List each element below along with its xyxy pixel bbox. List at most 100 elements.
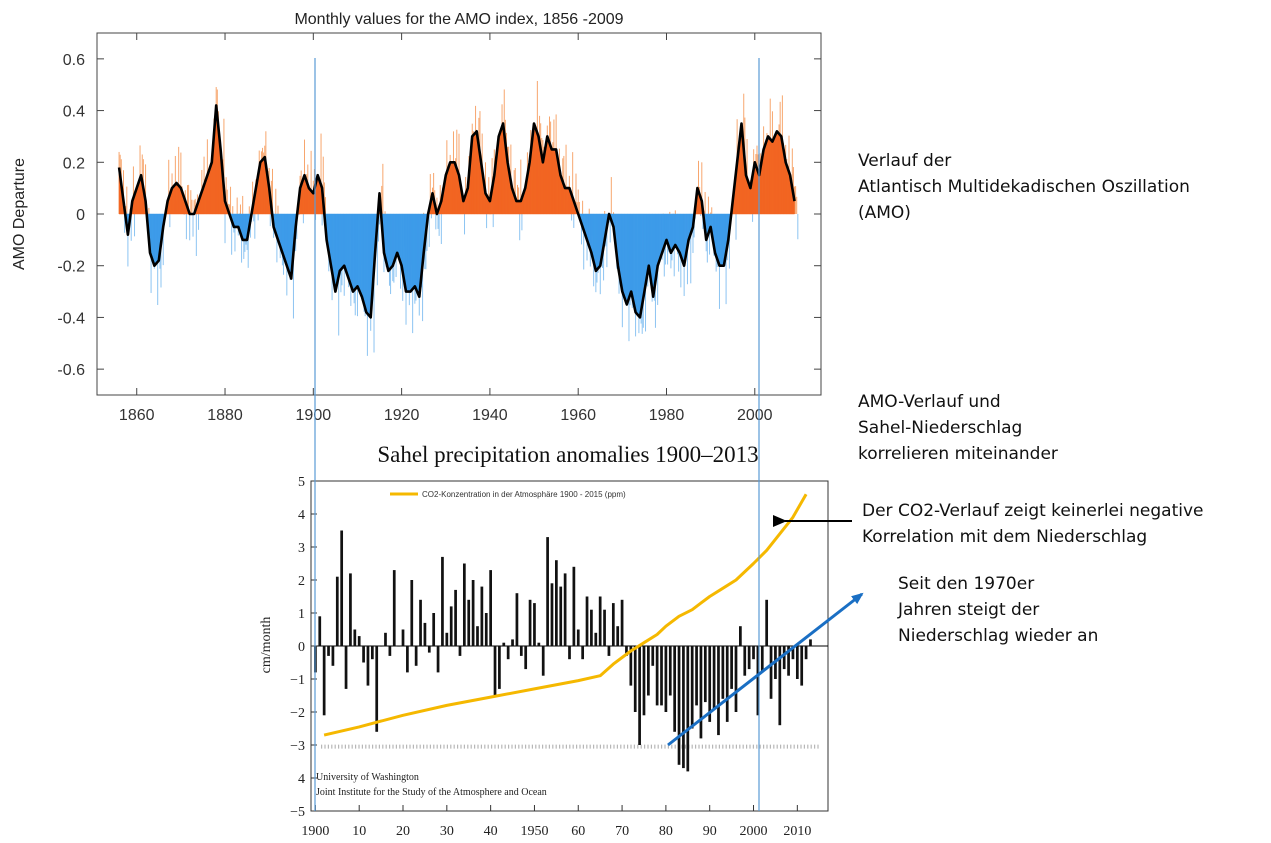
sahel-bar xyxy=(682,646,685,769)
sahel-bar xyxy=(335,576,339,646)
sahel-bar xyxy=(555,560,558,646)
sahel-bar xyxy=(563,573,567,646)
sahel-bar xyxy=(484,613,488,646)
sahel-bar xyxy=(322,646,326,716)
sahel-bar xyxy=(668,646,672,696)
sahel-bar xyxy=(384,632,387,646)
amo-annotation: Verlauf der Atlantisch Multidekadischen … xyxy=(858,151,1190,223)
amo-y-axis-label: AMO Departure xyxy=(11,158,28,270)
amo-y-tick-label: 0.2 xyxy=(63,155,85,172)
sahel-bar xyxy=(366,646,370,686)
sahel-bar xyxy=(344,646,348,689)
sahel-bar xyxy=(449,606,453,646)
amo-x-tick-label: 1960 xyxy=(560,407,596,424)
sahel-y-tick-label: 4 xyxy=(298,772,305,787)
sahel-bar xyxy=(370,646,374,660)
sahel-bar xyxy=(804,646,808,660)
sahel-bar xyxy=(616,626,620,646)
sahel-bar xyxy=(458,646,462,656)
sahel-bar xyxy=(576,629,580,646)
sahel-bar xyxy=(357,636,361,646)
sahel-bar xyxy=(598,596,602,646)
sahel-bar xyxy=(423,622,427,646)
sahel-bar xyxy=(611,603,615,646)
sahel-bar xyxy=(760,646,764,673)
sahel-bar xyxy=(502,642,506,646)
sahel-bar xyxy=(327,646,330,656)
amo-y-tick-label: -0.4 xyxy=(57,310,85,327)
sahel-y-tick-label: −2 xyxy=(290,706,305,721)
sahel-bar xyxy=(747,646,751,670)
sahel-bar xyxy=(410,580,414,646)
sahel-x-tick-label: 2000 xyxy=(740,824,768,839)
sahel-bar xyxy=(699,646,703,739)
sahel-bar xyxy=(603,609,606,646)
sahel-bar xyxy=(717,646,720,736)
sahel-bar xyxy=(712,646,716,709)
sahel-y-tick-label: 2 xyxy=(298,574,305,589)
sahel-x-tick-label: 90 xyxy=(703,824,717,839)
source-line-1: University of Washington xyxy=(316,772,419,783)
sahel-bar xyxy=(480,586,484,646)
sahel-bar xyxy=(730,646,733,689)
sahel-bar xyxy=(353,629,357,646)
amo-chart: Monthly values for the AMO index, 1856 -… xyxy=(11,11,822,424)
rise-trend-arrow xyxy=(667,592,864,747)
sahel-bar xyxy=(629,646,633,686)
sahel-bar xyxy=(607,646,611,656)
sahel-bar xyxy=(436,646,440,673)
sahel-bar xyxy=(476,626,479,646)
sahel-bar xyxy=(432,613,436,646)
sahel-bar xyxy=(340,530,344,646)
sahel-bar xyxy=(690,646,694,729)
sahel-x-tick-label: 70 xyxy=(615,824,629,839)
co2-annotation: Der CO2-Verlauf zeigt keinerlei negative… xyxy=(862,501,1204,547)
amo-y-tick-label: 0.4 xyxy=(63,104,85,121)
sahel-bar xyxy=(419,599,422,646)
sahel-y-tick-label: 3 xyxy=(298,541,305,556)
sahel-bar xyxy=(568,646,571,660)
sahel-bar xyxy=(809,639,812,646)
sahel-bar xyxy=(401,629,405,646)
sahel-bar xyxy=(454,589,457,646)
sahel-bar xyxy=(331,646,335,666)
sahel-bar xyxy=(511,639,514,646)
amo-x-tick-label: 1920 xyxy=(384,407,420,424)
sahel-bar xyxy=(388,646,392,656)
sahel-bar xyxy=(524,646,528,670)
amo-y-tick-label: 0 xyxy=(76,207,85,224)
sahel-bar xyxy=(756,646,760,716)
sahel-bar xyxy=(471,580,475,646)
sahel-bar xyxy=(414,646,418,666)
amo-smoothed-line xyxy=(117,104,796,319)
sahel-bar xyxy=(519,646,523,656)
sahel-y-tick-label: 1 xyxy=(298,607,305,622)
amo-x-tick-label: 1860 xyxy=(119,407,155,424)
sahel-bar xyxy=(493,646,497,696)
amo-y-tick-label: -0.6 xyxy=(57,362,85,379)
sahel-y-tick-label: −1 xyxy=(290,673,305,688)
sahel-bar xyxy=(397,646,400,647)
sahel-bar xyxy=(462,563,466,646)
sahel-bar xyxy=(769,646,773,699)
amo-x-tick-label: 1940 xyxy=(472,407,508,424)
sahel-bar xyxy=(533,603,536,646)
sahel-bar xyxy=(620,599,624,646)
sahel-bar xyxy=(594,632,598,646)
sahel-y-tick-label: −3 xyxy=(290,739,305,754)
sahel-bar xyxy=(752,646,755,660)
sahel-bar xyxy=(655,646,659,706)
sahel-chart: Sahel precipitation anomalies 1900–2013 … xyxy=(259,442,829,839)
sahel-bar xyxy=(572,566,576,646)
sahel-bar xyxy=(546,537,549,646)
sahel-bar xyxy=(318,616,322,646)
sahel-bar xyxy=(703,646,707,703)
sahel-bar xyxy=(506,646,510,660)
sahel-y-tick-label: 4 xyxy=(298,508,305,523)
sahel-bar xyxy=(349,573,352,646)
amo-chart-title: Monthly values for the AMO index, 1856 -… xyxy=(294,11,623,28)
sahel-bar xyxy=(498,646,501,689)
sahel-x-tick-label: 80 xyxy=(659,824,673,839)
sahel-bar xyxy=(664,646,668,712)
